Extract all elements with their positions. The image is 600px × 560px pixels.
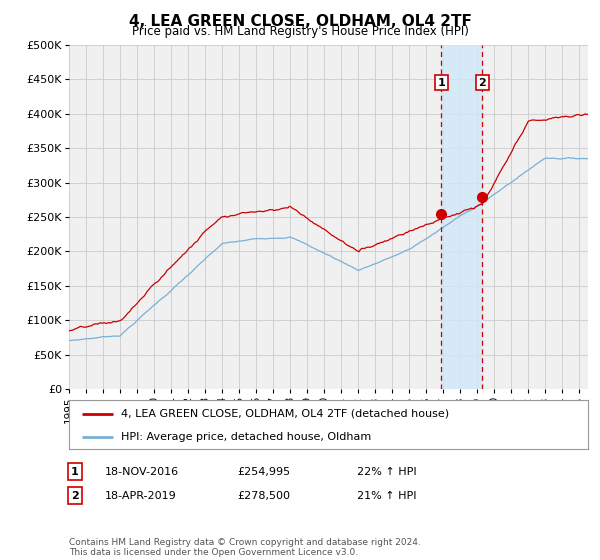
Text: 22% ↑ HPI: 22% ↑ HPI	[357, 466, 416, 477]
Bar	[442, 45, 482, 389]
Text: 18-APR-2019: 18-APR-2019	[105, 491, 177, 501]
Text: Contains HM Land Registry data © Crown copyright and database right 2024.
This d: Contains HM Land Registry data © Crown c…	[69, 538, 421, 557]
Text: 18-NOV-2016: 18-NOV-2016	[105, 466, 179, 477]
Text: 1: 1	[71, 466, 79, 477]
Text: 1: 1	[437, 78, 445, 88]
Text: Price paid vs. HM Land Registry's House Price Index (HPI): Price paid vs. HM Land Registry's House …	[131, 25, 469, 38]
Text: 4, LEA GREEN CLOSE, OLDHAM, OL4 2TF (detached house): 4, LEA GREEN CLOSE, OLDHAM, OL4 2TF (det…	[121, 409, 449, 419]
Text: £278,500: £278,500	[237, 491, 290, 501]
Text: 2: 2	[478, 78, 486, 88]
Text: 21% ↑ HPI: 21% ↑ HPI	[357, 491, 416, 501]
Text: HPI: Average price, detached house, Oldham: HPI: Average price, detached house, Oldh…	[121, 432, 371, 442]
Text: 2: 2	[71, 491, 79, 501]
Text: £254,995: £254,995	[237, 466, 290, 477]
Text: 4, LEA GREEN CLOSE, OLDHAM, OL4 2TF: 4, LEA GREEN CLOSE, OLDHAM, OL4 2TF	[128, 14, 472, 29]
